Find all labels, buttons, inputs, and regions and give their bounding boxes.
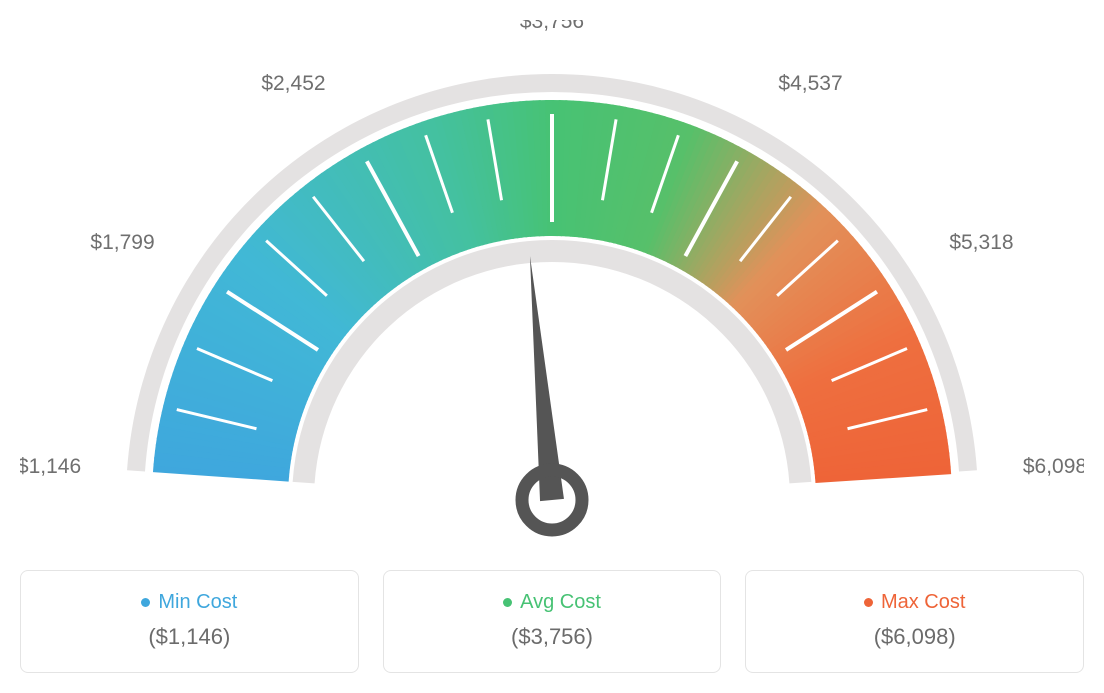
legend-value-avg: ($3,756)	[394, 624, 711, 650]
legend-text-avg: Avg Cost	[520, 591, 601, 614]
gauge-chart: $1,146 $1,799 $2,452 $3,756 $4,537 $5,318 $6,0…	[20, 20, 1084, 560]
gauge-tick-label: $3,756	[520, 20, 584, 33]
legend-dot-max	[864, 598, 873, 607]
legend-value-max: ($6,098)	[756, 624, 1073, 650]
gauge-tick-label: $6,098	[1023, 455, 1084, 478]
legend-card-avg: Avg Cost ($3,756)	[383, 570, 722, 673]
legend-card-max: Max Cost ($6,098)	[745, 570, 1084, 673]
gauge-tick-label: $2,452	[261, 72, 325, 95]
legend-value-min: ($1,146)	[31, 624, 348, 650]
legend-text-max: Max Cost	[881, 591, 965, 614]
gauge-tick-label: $1,799	[90, 231, 154, 254]
gauge-tick-label: $4,537	[778, 72, 842, 95]
gauge-svg: $1,146 $1,799 $2,452 $3,756 $4,537 $5,318 $6,0…	[20, 20, 1084, 560]
legend-label-max: Max Cost	[756, 591, 1073, 614]
legend-label-avg: Avg Cost	[394, 591, 711, 614]
legend-text-min: Min Cost	[158, 591, 237, 614]
legend-label-min: Min Cost	[31, 591, 348, 614]
gauge-tick-label: $5,318	[949, 231, 1013, 254]
gauge-tick-label: $1,146	[20, 455, 81, 478]
legend-card-min: Min Cost ($1,146)	[20, 570, 359, 673]
legend-dot-min	[141, 598, 150, 607]
legend-dot-avg	[503, 598, 512, 607]
legend-row: Min Cost ($1,146) Avg Cost ($3,756) Max …	[20, 570, 1084, 673]
